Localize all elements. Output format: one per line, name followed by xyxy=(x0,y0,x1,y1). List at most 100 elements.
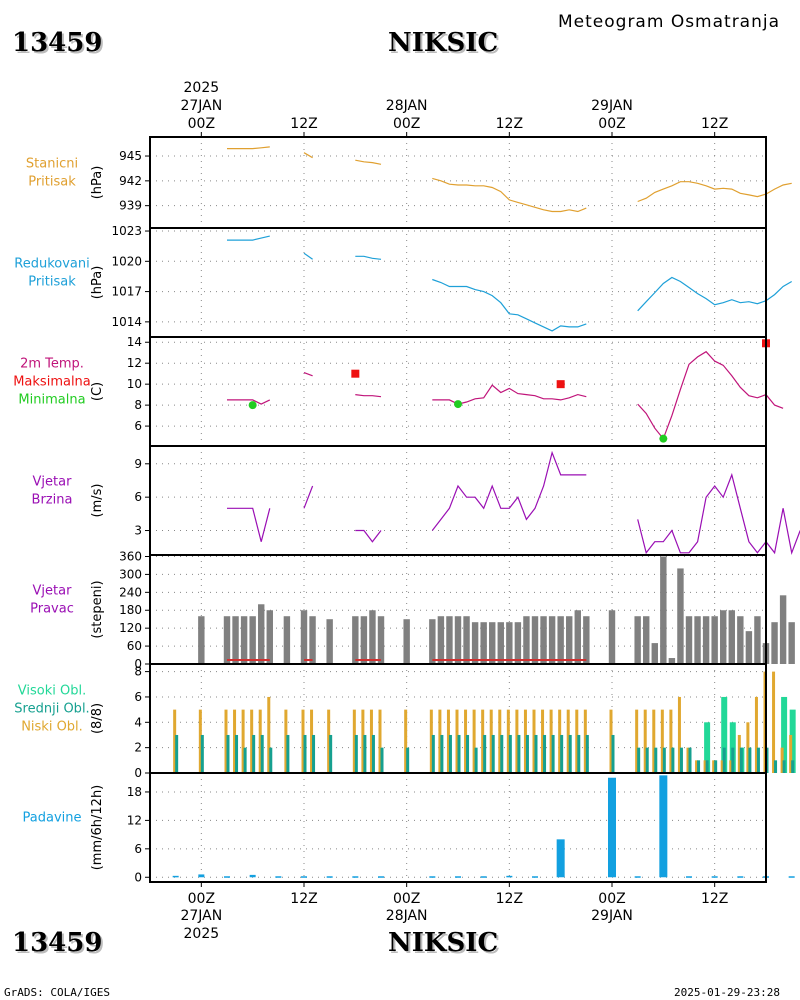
cloud-bar xyxy=(712,760,716,773)
precip-bar xyxy=(608,777,616,878)
cloud-bar xyxy=(361,709,365,773)
cloud-bar xyxy=(746,722,750,773)
panel-label: Visoki Obl. xyxy=(18,684,86,699)
series-line xyxy=(303,485,314,509)
cloud-bar xyxy=(754,696,758,773)
cloud-bar xyxy=(464,709,468,773)
cloud-bar xyxy=(226,734,230,773)
x-tick-label-top: 12Z xyxy=(290,116,317,132)
precip-bar xyxy=(301,876,307,878)
cloud-bar xyxy=(250,709,254,773)
time-axis-top: 00Z 12Z 00Z 12Z 00Z 12Z 27JAN 2025 28JAN 29JAN xyxy=(180,80,728,137)
y-tick-label: 6 xyxy=(134,842,142,856)
tmax-marker xyxy=(351,369,360,378)
series-line xyxy=(303,372,313,377)
direction-bar xyxy=(566,616,573,664)
cloud-bar xyxy=(241,709,245,773)
cloud-bar xyxy=(611,734,615,773)
cloud-bar xyxy=(729,760,733,773)
cloud-bar xyxy=(791,760,795,773)
direction-bar xyxy=(223,616,231,664)
series-line xyxy=(355,255,382,260)
panel-frame xyxy=(149,336,767,447)
cloud-bar xyxy=(695,760,699,773)
precip-bar xyxy=(634,876,641,878)
cloud-bar xyxy=(731,747,735,773)
direction-bar xyxy=(720,610,727,664)
panel-label: Pritisak xyxy=(28,275,76,290)
y-tick-label: 0 xyxy=(134,870,142,884)
cloud-bar xyxy=(652,709,656,773)
cloud-bar xyxy=(756,747,760,773)
panel-label: Redukovani xyxy=(14,257,89,272)
x-tick-label-bottom: 00Z xyxy=(188,891,215,907)
y-axis-label: (stepeni) xyxy=(90,580,105,638)
direction-bar xyxy=(574,610,581,664)
cloud-bar xyxy=(260,734,264,773)
direction-bar xyxy=(480,622,487,664)
y-tick-label: 240 xyxy=(119,585,142,599)
station-name-bottom: NIKSIC xyxy=(388,928,499,958)
direction-bar xyxy=(369,610,376,664)
cloud-bar xyxy=(560,734,564,773)
panel-frame xyxy=(149,772,767,883)
cloud-bar xyxy=(566,709,570,773)
x-tick-label-top: 00Z xyxy=(598,116,625,132)
cloud-bar xyxy=(688,747,692,773)
y-tick-label: 1017 xyxy=(111,285,142,299)
precip-bar xyxy=(659,775,668,878)
cloud-bar xyxy=(541,709,545,773)
cloud-bar xyxy=(455,709,459,773)
cloud-bar xyxy=(224,709,228,773)
y-tick-label: 6 xyxy=(134,419,142,433)
date-label-bottom: 27JAN xyxy=(180,908,222,924)
direction-bar xyxy=(771,622,778,664)
cloud-bar xyxy=(532,709,536,773)
cloud-bar xyxy=(669,709,673,773)
cloud-bar xyxy=(286,734,290,773)
cloud-bar xyxy=(500,734,504,773)
direction-bar xyxy=(198,616,205,664)
cloud-bar xyxy=(506,709,510,773)
cloud-bar xyxy=(686,747,690,773)
y-axis-label: (8/8) xyxy=(90,703,105,734)
cloud-bar xyxy=(534,734,538,773)
cloud-bar xyxy=(380,747,384,773)
cloud-bar xyxy=(327,709,331,773)
cloud-bar xyxy=(722,747,726,773)
x-tick-label-bottom: 00Z xyxy=(393,891,420,907)
y-tick-label: 12 xyxy=(127,813,142,827)
cloud-bar xyxy=(558,709,562,773)
cloud-bar xyxy=(543,734,547,773)
cloud-bar xyxy=(200,734,204,773)
x-tick-label-bottom: 12Z xyxy=(701,891,728,907)
series-line xyxy=(355,159,382,165)
panel-frame xyxy=(149,136,767,229)
cloud-bar xyxy=(523,709,527,773)
direction-bar xyxy=(702,616,710,664)
cloud-bar xyxy=(583,709,587,773)
precip-bar xyxy=(224,876,230,878)
cloud-bar xyxy=(267,696,271,773)
y-tick-label: 3 xyxy=(134,524,142,538)
y-tick-label: 360 xyxy=(119,549,142,563)
direction-bar xyxy=(463,616,470,664)
precip-bar xyxy=(326,876,333,878)
cloud-bar xyxy=(363,734,367,773)
cloud-bar xyxy=(703,760,707,773)
direction-bar xyxy=(326,619,333,664)
y-tick-label: 942 xyxy=(119,174,142,188)
cloud-bar xyxy=(378,709,382,773)
cloud-bar xyxy=(284,709,288,773)
year-label-top: 2025 xyxy=(184,80,220,96)
direction-bar xyxy=(651,643,658,664)
cloud-bar xyxy=(474,747,478,773)
cloud-bar xyxy=(720,760,724,773)
panel-label: Vjetar xyxy=(33,584,73,599)
y-tick-label: 6 xyxy=(134,690,142,704)
direction-bar xyxy=(471,622,479,664)
cloud-bar xyxy=(498,709,502,773)
cloud-bar xyxy=(781,696,788,773)
cloud-bar xyxy=(175,734,179,773)
precip-bar xyxy=(532,876,538,878)
